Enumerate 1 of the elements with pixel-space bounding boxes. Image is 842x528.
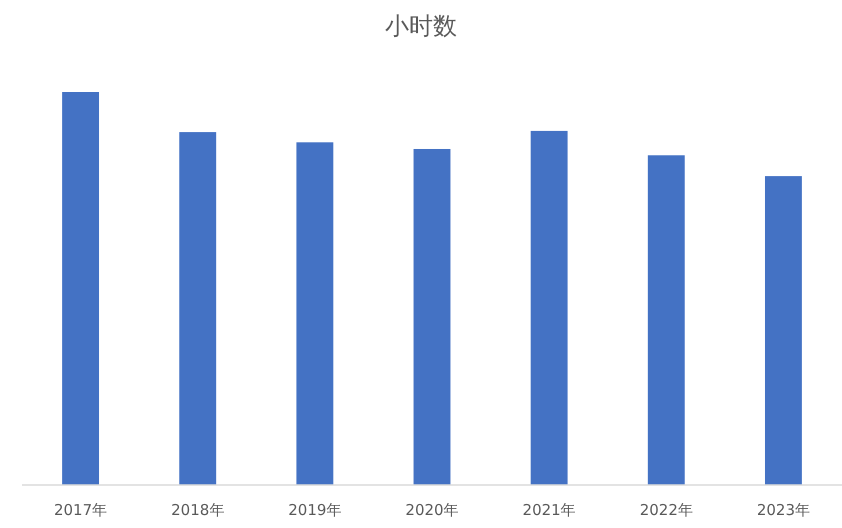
title: 小时数 (385, 12, 457, 40)
